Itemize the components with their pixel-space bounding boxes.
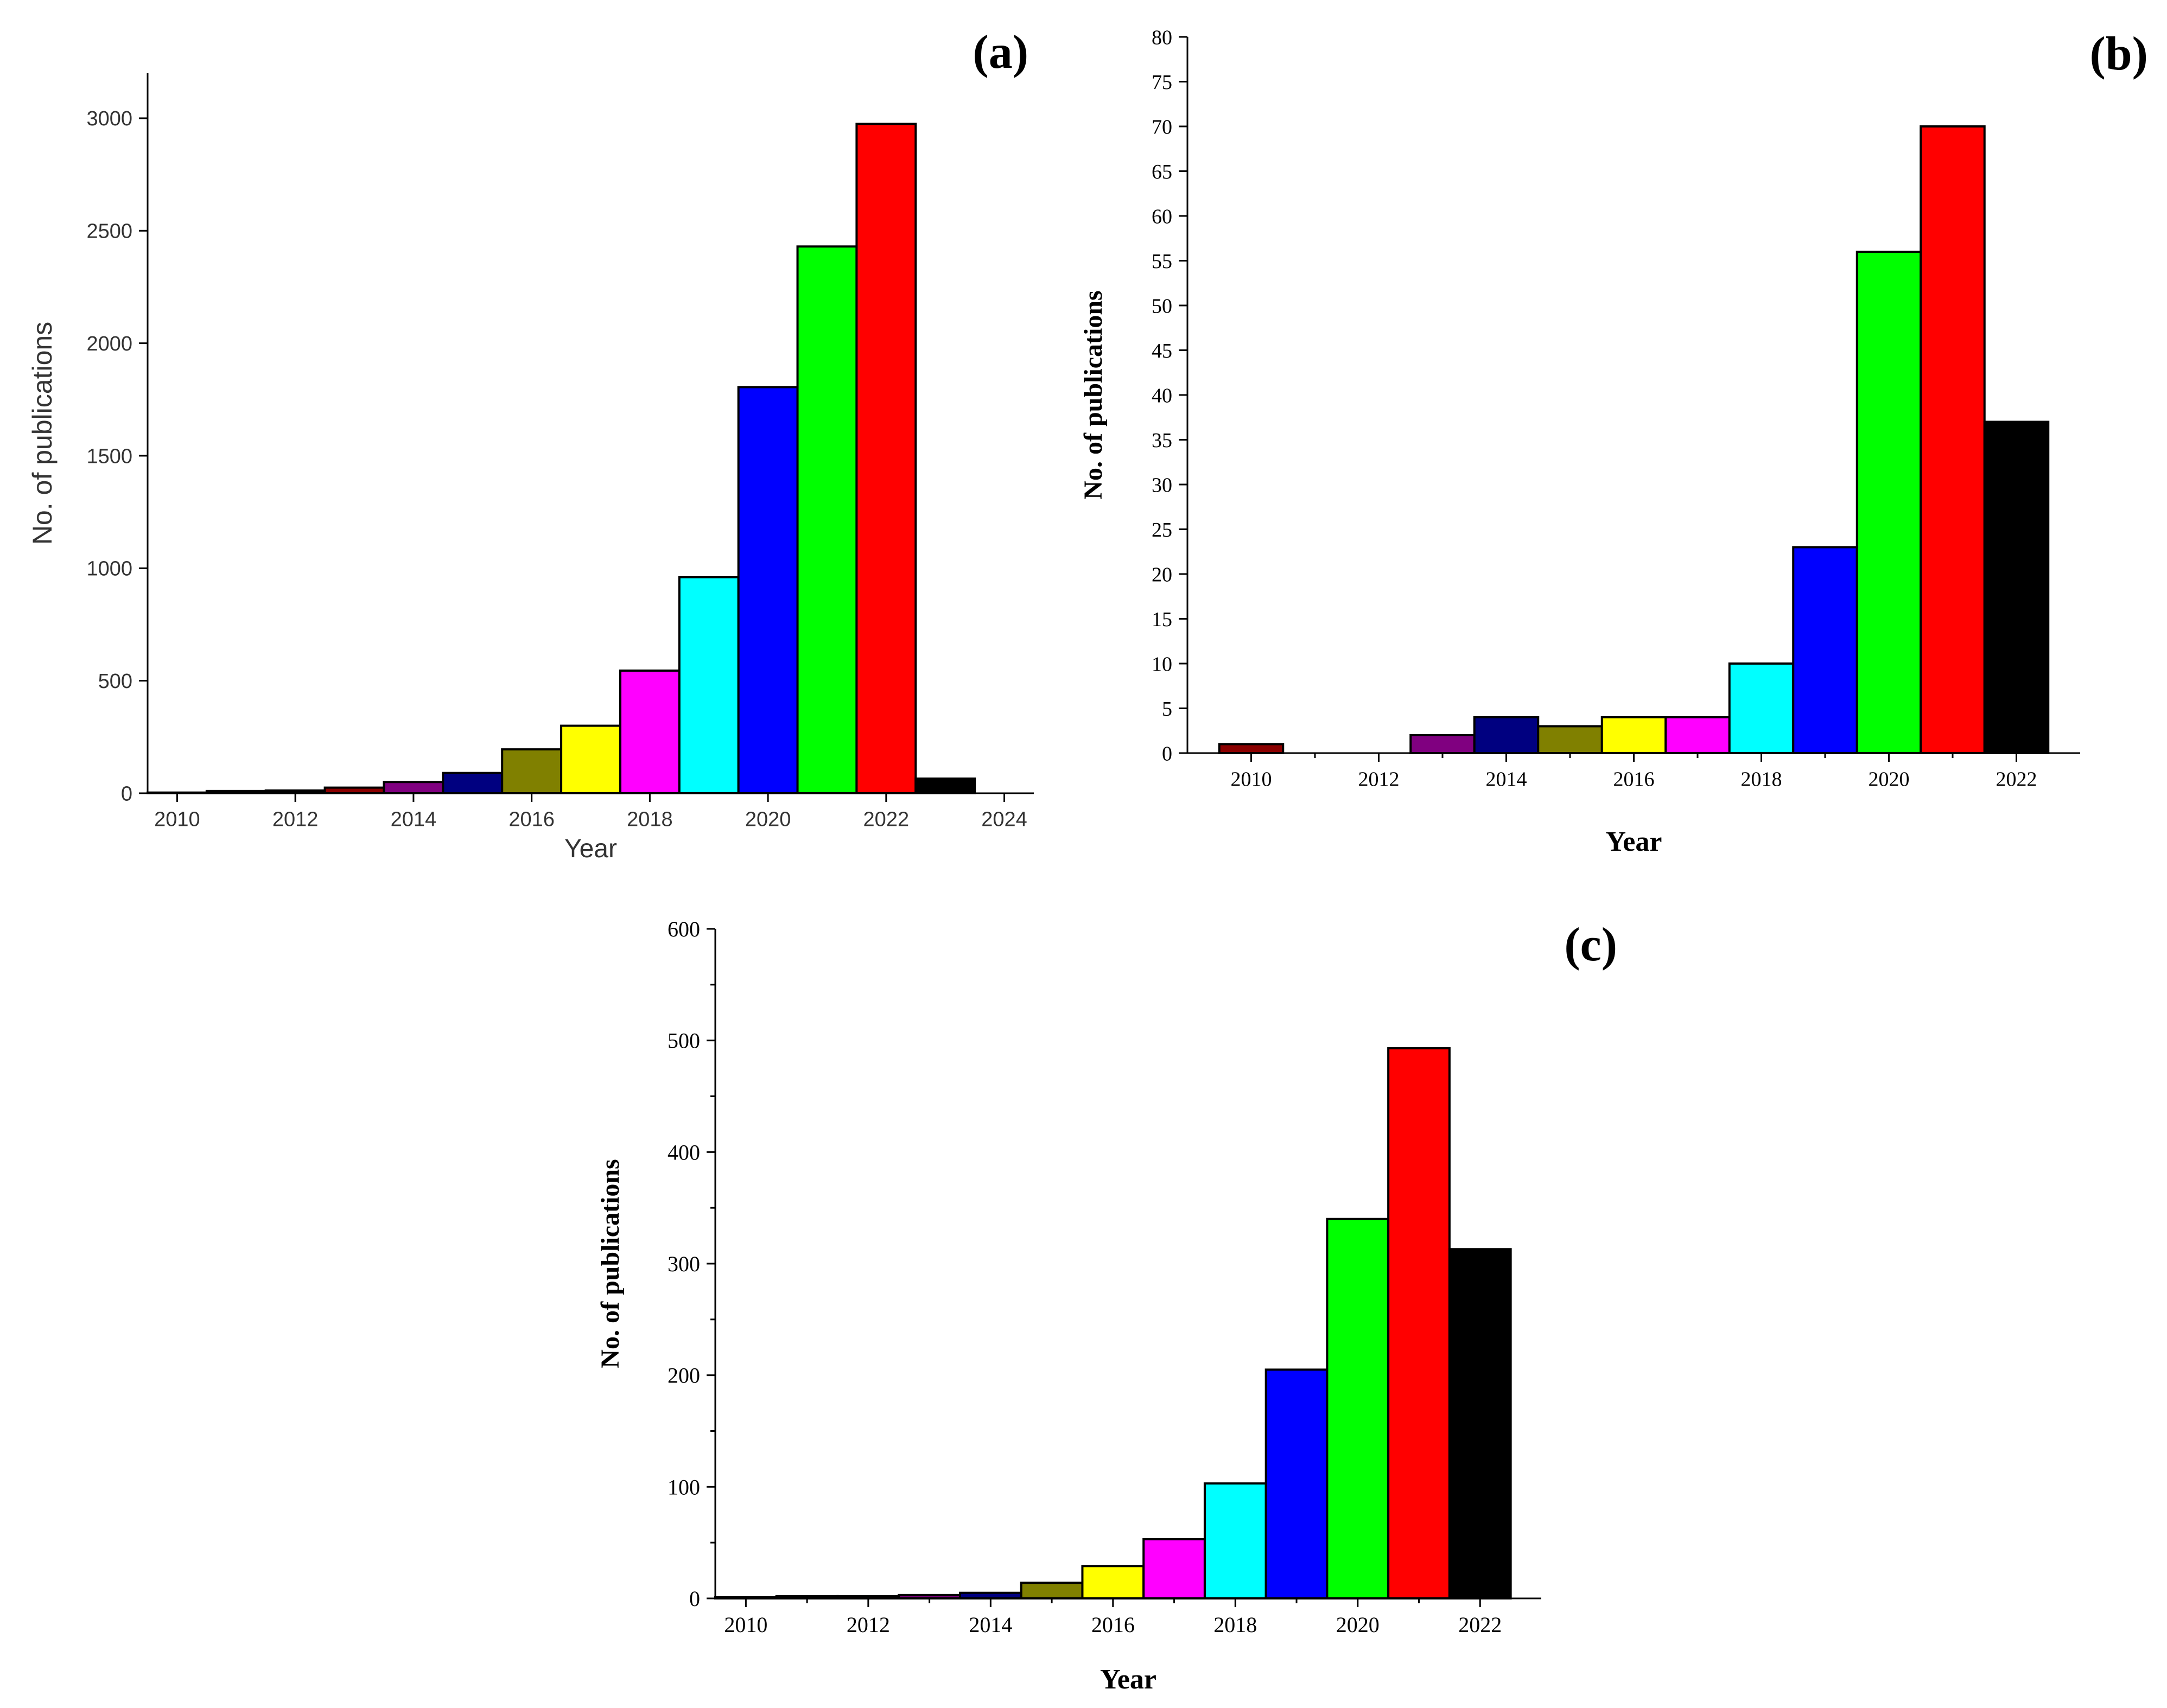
bar-b-2019 bbox=[1792, 546, 1858, 754]
y-tick-label-c: 400 bbox=[668, 1140, 700, 1164]
x-tick-label-a: 2020 bbox=[745, 808, 791, 831]
y-tick-label-c: 200 bbox=[668, 1363, 700, 1388]
x-tick-label-a: 2014 bbox=[391, 808, 437, 831]
bar-b-2015 bbox=[1537, 725, 1603, 754]
x-tick-label-b: 2016 bbox=[1613, 768, 1655, 791]
y-tick-label-c: 600 bbox=[668, 917, 700, 941]
chart-panel-c: 0 100 200 300 400 500 600 2010 2012 2014 2016 2018 2… bbox=[596, 917, 1617, 1695]
y-tick-label-b: 15 bbox=[1152, 608, 1172, 631]
y-tick-label-a: 500 bbox=[98, 670, 132, 693]
y-tick-label-a: 2500 bbox=[86, 220, 132, 243]
panel-label-a: (a) bbox=[973, 26, 1028, 79]
y-tick-label-b: 50 bbox=[1152, 295, 1172, 317]
x-tick-label-c: 2022 bbox=[1458, 1613, 1502, 1637]
y-axis-label-c: No. of publications bbox=[596, 1159, 625, 1368]
x-tick-label-b: 2010 bbox=[1231, 768, 1272, 791]
y-tick-label-b: 55 bbox=[1152, 250, 1172, 273]
x-tick-label-c: 2012 bbox=[847, 1613, 890, 1637]
chart-panel-b: 0 5 10 15 20 25 30 35 40 45 50 55 60 65 70 75 80 2010 2012… bbox=[1079, 26, 2148, 857]
bar-a-2023 bbox=[914, 777, 976, 794]
y-tick-label-c: 100 bbox=[668, 1475, 700, 1499]
y-tick-label-c: 0 bbox=[689, 1586, 700, 1611]
bar-a-2017 bbox=[560, 724, 621, 794]
bar-b-2010 bbox=[1218, 743, 1285, 754]
x-tick-label-b: 2018 bbox=[1741, 768, 1782, 791]
y-tick-label-b: 25 bbox=[1152, 519, 1172, 541]
y-tick-label-b: 35 bbox=[1152, 429, 1172, 452]
x-axis-label-a: Year bbox=[564, 834, 617, 863]
y-tick-label-a: 2000 bbox=[86, 333, 132, 355]
y-axis-label-a: No. of publications bbox=[27, 322, 58, 545]
bar-a-2020 bbox=[737, 386, 799, 794]
bar-b-2013 bbox=[1409, 734, 1476, 754]
y-tick-label-a: 1000 bbox=[86, 558, 132, 581]
x-tick-label-a: 2018 bbox=[627, 808, 673, 831]
chart-panel-a: 0 500 1000 1500 2000 2500 3000 2010 2012 2014 2016… bbox=[27, 26, 1034, 863]
panel-label-b: (b) bbox=[2089, 28, 2148, 80]
y-tick-label-b: 30 bbox=[1152, 474, 1172, 496]
y-tick-label-c: 300 bbox=[668, 1252, 700, 1276]
x-tick-label-a: 2016 bbox=[509, 808, 555, 831]
y-tick-label-b: 60 bbox=[1152, 205, 1172, 228]
x-tick-label-b: 2020 bbox=[1869, 768, 1910, 791]
bar-c-2017 bbox=[1142, 1538, 1206, 1599]
y-tick-label-a: 3000 bbox=[86, 107, 132, 130]
x-tick-label-a: 2024 bbox=[981, 808, 1027, 831]
y-tick-label-b: 70 bbox=[1152, 116, 1172, 138]
bar-b-2022 bbox=[1983, 420, 2050, 754]
x-tick-label-c: 2018 bbox=[1213, 1613, 1257, 1637]
panel-label-c: (c) bbox=[1564, 919, 1617, 971]
y-tick-label-b: 0 bbox=[1162, 742, 1172, 765]
x-tick-label-c: 2010 bbox=[724, 1613, 767, 1637]
y-tick-label-b: 40 bbox=[1152, 384, 1172, 407]
bar-b-2018 bbox=[1728, 662, 1795, 754]
bar-b-2020 bbox=[1855, 251, 1922, 754]
bar-b-2016 bbox=[1600, 716, 1667, 754]
bar-c-2018 bbox=[1203, 1482, 1267, 1599]
x-tick-label-c: 2016 bbox=[1091, 1613, 1135, 1637]
bar-c-2020 bbox=[1326, 1218, 1390, 1600]
y-tick-label-b: 65 bbox=[1152, 161, 1172, 183]
y-tick-label-b: 75 bbox=[1152, 71, 1172, 94]
y-tick-label-b: 80 bbox=[1152, 26, 1172, 49]
y-tick-label-b: 20 bbox=[1152, 563, 1172, 586]
x-tick-label-a: 2012 bbox=[272, 808, 319, 831]
bar-a-2015 bbox=[442, 772, 504, 794]
y-tick-label-b: 5 bbox=[1162, 698, 1172, 721]
bar-b-2017 bbox=[1664, 716, 1731, 754]
x-axis-label-c: Year bbox=[1100, 1664, 1156, 1695]
bar-a-2019 bbox=[678, 576, 740, 795]
bar-a-2018 bbox=[619, 669, 681, 795]
bar-a-2014 bbox=[383, 781, 444, 794]
bar-b-2021 bbox=[1920, 125, 1986, 754]
bar-c-2016 bbox=[1081, 1565, 1145, 1600]
x-tick-label-a: 2010 bbox=[154, 808, 200, 831]
x-tick-label-b: 2014 bbox=[1486, 768, 1527, 791]
y-tick-label-a: 1500 bbox=[86, 445, 132, 468]
bar-b-2014 bbox=[1473, 716, 1540, 754]
x-axis-label-b: Year bbox=[1606, 826, 1662, 857]
bar-c-2022 bbox=[1448, 1248, 1512, 1600]
x-tick-label-c: 2014 bbox=[969, 1613, 1012, 1637]
bar-a-2021 bbox=[796, 245, 858, 794]
y-axis-label-b: No. of publications bbox=[1079, 290, 1108, 499]
bar-a-2016 bbox=[501, 748, 563, 795]
bar-a-2022 bbox=[855, 123, 917, 794]
bar-c-2015 bbox=[1020, 1582, 1084, 1600]
x-tick-label-c: 2020 bbox=[1336, 1613, 1380, 1637]
bar-c-2014 bbox=[958, 1591, 1022, 1599]
y-tick-label-a: 0 bbox=[121, 782, 132, 805]
bar-c-2021 bbox=[1387, 1047, 1451, 1599]
x-tick-label-b: 2022 bbox=[1996, 768, 2037, 791]
x-tick-label-a: 2022 bbox=[863, 808, 910, 831]
y-tick-label-b: 10 bbox=[1152, 653, 1172, 675]
y-tick-label-c: 500 bbox=[668, 1029, 700, 1053]
x-tick-label-b: 2012 bbox=[1358, 768, 1400, 791]
bar-a-2013 bbox=[323, 786, 385, 794]
y-tick-label-b: 45 bbox=[1152, 340, 1172, 362]
bar-c-2019 bbox=[1264, 1368, 1329, 1599]
